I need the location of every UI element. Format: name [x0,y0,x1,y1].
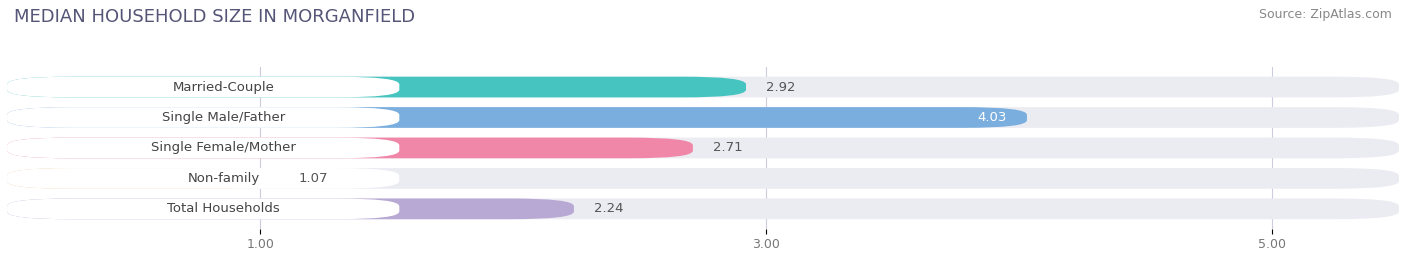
Text: 2.24: 2.24 [595,202,624,215]
Text: 2.71: 2.71 [713,141,742,154]
Text: 2.92: 2.92 [766,80,796,94]
FancyBboxPatch shape [7,199,574,219]
Text: MEDIAN HOUSEHOLD SIZE IN MORGANFIELD: MEDIAN HOUSEHOLD SIZE IN MORGANFIELD [14,8,415,26]
FancyBboxPatch shape [7,77,399,97]
FancyBboxPatch shape [7,168,1399,189]
FancyBboxPatch shape [7,138,693,158]
FancyBboxPatch shape [7,107,1026,128]
Text: Total Households: Total Households [167,202,280,215]
FancyBboxPatch shape [7,168,278,189]
Text: 4.03: 4.03 [977,111,1007,124]
Text: Non-family: Non-family [187,172,260,185]
FancyBboxPatch shape [7,199,399,219]
FancyBboxPatch shape [7,168,399,189]
FancyBboxPatch shape [7,199,1399,219]
Text: Married-Couple: Married-Couple [173,80,274,94]
FancyBboxPatch shape [7,107,399,128]
FancyBboxPatch shape [7,138,399,158]
FancyBboxPatch shape [7,77,1399,97]
FancyBboxPatch shape [7,138,1399,158]
Text: Single Female/Mother: Single Female/Mother [150,141,295,154]
Text: Source: ZipAtlas.com: Source: ZipAtlas.com [1258,8,1392,21]
FancyBboxPatch shape [7,77,747,97]
Text: Single Male/Father: Single Male/Father [162,111,285,124]
Text: 1.07: 1.07 [298,172,328,185]
FancyBboxPatch shape [7,107,1399,128]
